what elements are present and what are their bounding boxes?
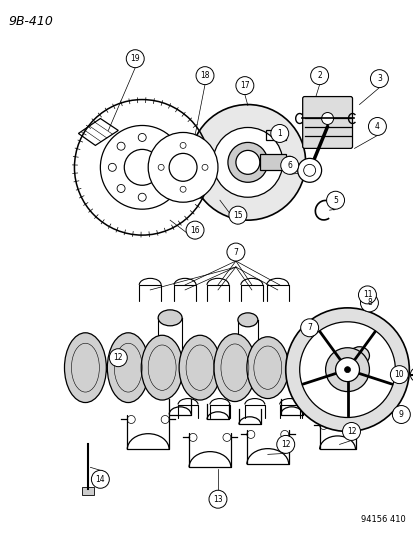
Ellipse shape — [158, 310, 182, 326]
Circle shape — [344, 367, 350, 373]
Circle shape — [228, 142, 267, 182]
Text: 7: 7 — [306, 324, 311, 332]
Text: 14: 14 — [95, 475, 105, 484]
Text: 15: 15 — [233, 211, 242, 220]
Ellipse shape — [107, 333, 149, 402]
Ellipse shape — [237, 313, 257, 327]
Text: 12: 12 — [280, 440, 290, 449]
Ellipse shape — [179, 335, 221, 400]
Circle shape — [283, 156, 295, 168]
Circle shape — [209, 490, 226, 508]
Circle shape — [310, 67, 328, 85]
Ellipse shape — [246, 337, 288, 399]
Text: 2: 2 — [316, 71, 321, 80]
Circle shape — [358, 286, 375, 304]
Text: 9B-410: 9B-410 — [9, 15, 53, 28]
FancyBboxPatch shape — [302, 96, 351, 148]
Circle shape — [228, 206, 246, 224]
Circle shape — [91, 470, 109, 488]
Circle shape — [368, 117, 385, 135]
Text: 16: 16 — [190, 225, 199, 235]
Circle shape — [212, 127, 282, 197]
Polygon shape — [259, 155, 285, 171]
Ellipse shape — [64, 333, 106, 402]
Circle shape — [392, 406, 409, 424]
Circle shape — [109, 349, 127, 367]
Text: 6: 6 — [287, 161, 292, 170]
Circle shape — [226, 243, 244, 261]
Circle shape — [389, 366, 407, 384]
Text: 12: 12 — [346, 427, 356, 436]
Circle shape — [126, 50, 144, 68]
Text: 12: 12 — [113, 353, 123, 362]
Ellipse shape — [141, 335, 183, 400]
Text: 17: 17 — [240, 81, 249, 90]
Circle shape — [285, 308, 408, 431]
Text: 94156 410: 94156 410 — [360, 515, 404, 524]
Circle shape — [321, 112, 333, 125]
Text: 19: 19 — [130, 54, 140, 63]
Circle shape — [196, 67, 214, 85]
Circle shape — [299, 322, 394, 417]
Text: 7: 7 — [233, 247, 238, 256]
Text: 18: 18 — [200, 71, 209, 80]
Text: 11: 11 — [362, 290, 371, 300]
Circle shape — [235, 77, 253, 94]
Text: 4: 4 — [374, 122, 379, 131]
Text: 9: 9 — [398, 410, 403, 419]
Circle shape — [325, 348, 368, 392]
Text: 8: 8 — [366, 298, 371, 308]
Circle shape — [326, 191, 344, 209]
Circle shape — [297, 158, 321, 182]
Circle shape — [280, 156, 298, 174]
Circle shape — [270, 125, 288, 142]
Text: 3: 3 — [376, 74, 381, 83]
Text: 1: 1 — [277, 129, 281, 138]
Circle shape — [276, 435, 294, 454]
Circle shape — [370, 70, 387, 87]
Circle shape — [342, 423, 360, 440]
Circle shape — [360, 294, 377, 312]
Circle shape — [300, 319, 318, 337]
Circle shape — [185, 221, 204, 239]
Circle shape — [235, 150, 259, 174]
FancyBboxPatch shape — [82, 487, 94, 495]
Text: 13: 13 — [213, 495, 222, 504]
Circle shape — [335, 358, 358, 382]
Circle shape — [190, 104, 305, 220]
Ellipse shape — [214, 334, 255, 401]
Text: 5: 5 — [332, 196, 337, 205]
Text: 10: 10 — [394, 370, 403, 379]
Circle shape — [148, 133, 217, 202]
Ellipse shape — [349, 347, 368, 365]
